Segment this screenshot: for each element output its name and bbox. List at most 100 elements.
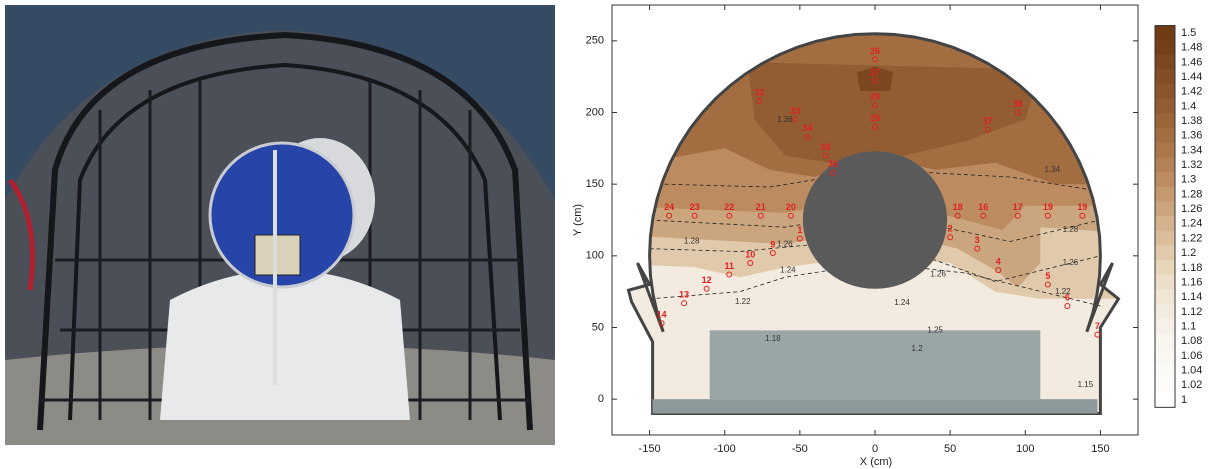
sensor-label: 7 <box>1095 321 1100 331</box>
x-tick-label: 150 <box>1091 443 1109 455</box>
colorbar-swatch <box>1155 261 1175 276</box>
sensor-label: 1 <box>797 225 802 235</box>
contour-label: 1.28 <box>684 237 700 246</box>
photo <box>5 5 555 445</box>
colorbar-label: 1.44 <box>1181 71 1202 83</box>
colorbar-label: 1.18 <box>1181 262 1202 274</box>
contour-label: 1.24 <box>894 298 910 307</box>
sensor-label: 37 <box>983 116 993 126</box>
y-tick-label: 250 <box>586 35 604 47</box>
sensor-label: 36 <box>828 159 838 169</box>
contour-label: 1.26 <box>930 270 946 279</box>
figure: X (cm) Y (cm) -150-100-50050100150050100… <box>0 0 1209 469</box>
sensor-label: 3 <box>975 235 980 245</box>
colorbar-swatch <box>1155 290 1175 305</box>
sensor-label: 26 <box>870 46 880 56</box>
contour-label: 1.18 <box>765 334 781 343</box>
contour-label: 1.28 <box>1063 225 1079 234</box>
colorbar-label: 1.12 <box>1181 306 1202 318</box>
y-tick-label: 200 <box>586 106 604 118</box>
contour-label: 1.2 <box>912 344 924 353</box>
sensor-label: 4 <box>996 257 1001 267</box>
sensor-label: 5 <box>1045 271 1050 281</box>
colorbar-label: 1.22 <box>1181 232 1202 244</box>
sensor-label: 9 <box>770 239 775 249</box>
colorbar-label: 1.46 <box>1181 56 1202 68</box>
sensor-label: 18 <box>953 202 963 212</box>
colorbar-swatch <box>1155 319 1175 334</box>
sensor-label: 38 <box>1013 99 1023 109</box>
x-tick-label: 0 <box>872 443 878 455</box>
colorbar-label: 1 <box>1181 394 1187 406</box>
colorbar-label: 1.36 <box>1181 130 1202 142</box>
colorbar-label: 1.42 <box>1181 86 1202 98</box>
colorbar-label: 1.4 <box>1181 100 1196 112</box>
colorbar-swatch <box>1155 128 1175 143</box>
sensor-label: 19 <box>1043 202 1053 212</box>
colorbar-swatch <box>1155 378 1175 393</box>
colorbar-label: 1.38 <box>1181 115 1202 127</box>
contour-label: 1.22 <box>1055 287 1071 296</box>
contour-label: 1.24 <box>780 265 796 274</box>
buffer-block <box>710 330 1041 399</box>
colorbar-swatch <box>1155 99 1175 114</box>
colorbar-label: 1.14 <box>1181 291 1202 303</box>
colorbar-label: 1.2 <box>1181 247 1196 259</box>
sensor-label: 34 <box>802 123 812 133</box>
sensor-label: 27 <box>870 67 880 77</box>
contour-label: 1.25 <box>927 325 943 334</box>
y-tick-label: 50 <box>592 321 604 333</box>
colorbar-label: 1.16 <box>1181 276 1202 288</box>
sensor-label: 10 <box>745 249 755 259</box>
colorbar-swatch <box>1155 70 1175 85</box>
colorbar-label: 1.26 <box>1181 203 1202 215</box>
colorbar-swatch <box>1155 275 1175 290</box>
x-tick-label: -50 <box>792 443 808 455</box>
sensor-label: 11 <box>724 261 734 271</box>
page: {"chart_data": {"type": "contour", "xlab… <box>0 0 1209 469</box>
y-tick-label: 100 <box>586 250 604 262</box>
colorbar-label: 1.08 <box>1181 335 1202 347</box>
sensor-label: 13 <box>679 290 689 300</box>
colorbar-label: 1.1 <box>1181 321 1196 333</box>
colorbar-swatch <box>1155 231 1175 246</box>
x-tick-label: -150 <box>639 443 661 455</box>
sensor-label: 22 <box>724 202 734 212</box>
sensor-label: 21 <box>756 202 766 212</box>
contour-label: 1.34 <box>1045 165 1061 174</box>
sensor-label: 35 <box>820 142 830 152</box>
sensor-label: 2 <box>948 224 953 234</box>
colorbar-swatch <box>1155 334 1175 349</box>
base-slab <box>653 399 1098 413</box>
x-axis-label: X (cm) <box>860 456 892 468</box>
contour-label: 1.26 <box>777 239 793 248</box>
sensor-label: 14 <box>657 310 667 320</box>
colorbar-swatch <box>1155 393 1175 408</box>
colorbar-swatch <box>1155 55 1175 70</box>
sensor-label: 29 <box>870 113 880 123</box>
colorbar-swatch <box>1155 187 1175 202</box>
colorbar-label: 1.04 <box>1181 365 1202 377</box>
colorbar-label: 1.3 <box>1181 174 1196 186</box>
sensor-label: 23 <box>690 202 700 212</box>
contour-label: 1.15 <box>1078 380 1094 389</box>
colorbar-swatch <box>1155 202 1175 217</box>
sensor-label: 20 <box>786 202 796 212</box>
sensor-label: 32 <box>754 87 764 97</box>
canister <box>803 151 947 289</box>
x-tick-label: 50 <box>944 443 956 455</box>
y-axis-label: Y (cm) <box>572 204 584 236</box>
colorbar-label: 1.02 <box>1181 379 1202 391</box>
colorbar-swatch <box>1155 26 1175 41</box>
colorbar-swatch <box>1155 363 1175 378</box>
sensor-label: 12 <box>702 275 712 285</box>
colorbar-swatch <box>1155 40 1175 55</box>
colorbar-label: 1.34 <box>1181 144 1202 156</box>
sensor-label: 19 <box>1077 202 1087 212</box>
colorbar-label: 1.5 <box>1181 27 1196 39</box>
sensor-label: 24 <box>664 202 674 212</box>
colorbar-swatch <box>1155 158 1175 173</box>
y-tick-label: 150 <box>586 178 604 190</box>
colorbar-label: 1.28 <box>1181 188 1202 200</box>
colorbar-label: 1.06 <box>1181 350 1202 362</box>
